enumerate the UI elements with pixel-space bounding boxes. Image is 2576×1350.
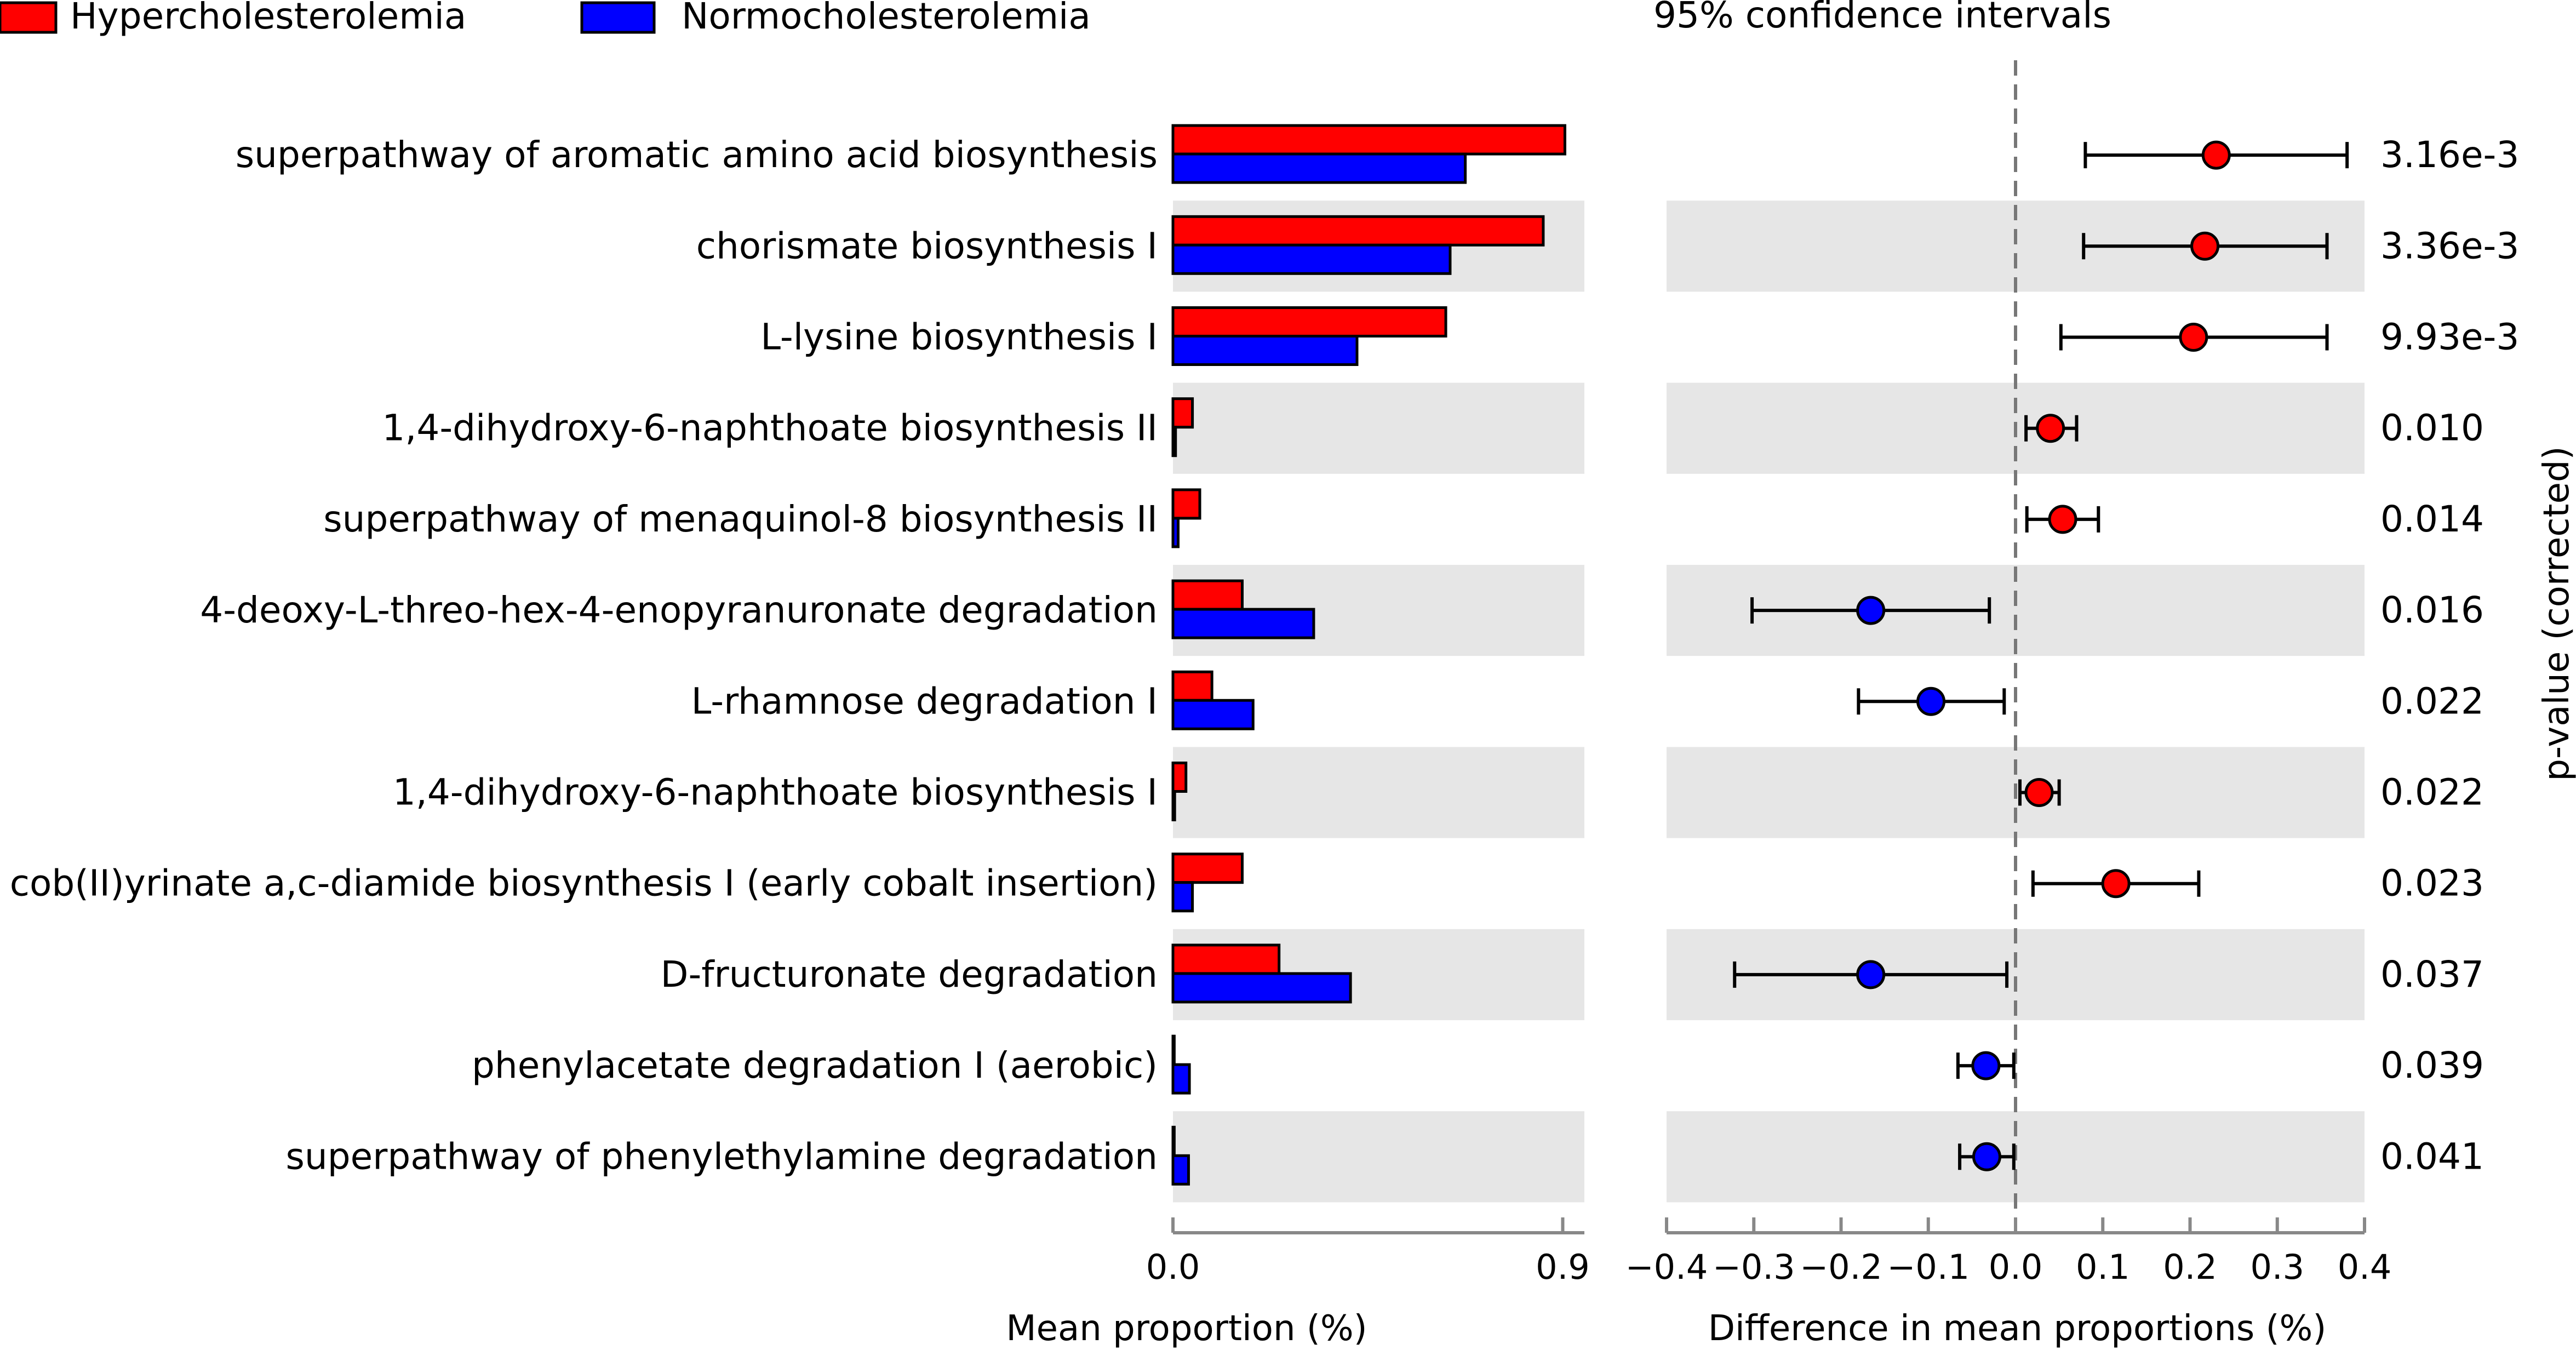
ci-mean-point [2179,323,2208,352]
confidence-intervals [1733,140,2349,1171]
p-value-label: 0.037 [2380,953,2484,996]
bar-hypercholesterolemia [1171,579,1244,611]
bar-hypercholesterolemia [1171,1034,1176,1066]
ci-mean-point [1856,960,1886,989]
tick-label: 0.2 [2163,1247,2217,1287]
bar-normocholesterolemia [1171,881,1194,913]
category-label: D-fructuronate degradation [661,953,1158,996]
category-label: chorismate biosynthesis I [696,225,1158,267]
category-label: cob(II)yrinate a,c-diamide biosynthesis … [10,862,1158,905]
tick-label: 0.4 [2338,1247,2392,1287]
legend-swatch-hypercholesterolemia [0,1,58,34]
category-labels: superpathway of aromatic amino acid bios… [10,134,1158,1177]
category-label: 1,4-dihydroxy-6-naphthoate biosynthesis … [393,771,1158,814]
category-label: superpathway of aromatic amino acid bios… [236,134,1158,176]
bar-normocholesterolemia [1171,1063,1191,1095]
ci-mean-point [2201,140,2231,170]
bar-normocholesterolemia [1171,152,1467,184]
ci-mean-point [2048,505,2077,534]
category-label: 1,4-dihydroxy-6-naphthoate biosynthesis … [382,407,1158,449]
ci-mean-point [1971,1051,2001,1080]
right-x-axis: −0.4 −0.3 −0.2 −0.1 0.0 0.1 0.2 0.3 0.4 [1625,1217,2392,1287]
p-value-label: 9.93e-3 [2380,316,2519,358]
bar-hypercholesterolemia [1171,215,1545,247]
bar-normocholesterolemia [1171,426,1177,457]
category-label: 4-deoxy-L-threo-hex-4-enopyranuronate de… [200,589,1158,631]
bar-normocholesterolemia [1171,699,1255,730]
ci-title: 95% confidence intervals [1653,0,2111,36]
ci-mean-point [2036,414,2065,443]
p-value-label: 0.039 [2380,1044,2484,1086]
bar-normocholesterolemia [1171,517,1180,548]
category-label: L-rhamnose degradation I [691,680,1158,722]
p-value-label: 0.014 [2380,498,2484,540]
legend-swatch-normocholesterolemia [580,1,656,34]
tick-label: 0.1 [2076,1247,2130,1287]
tick-label: 0.3 [2250,1247,2304,1287]
tick-label: 0.0 [1989,1247,2043,1287]
legend-label-hypercholesterolemia: Hypercholesterolemia [70,0,466,37]
tick-label: −0.2 [1800,1247,1882,1287]
bar-hypercholesterolemia [1171,1125,1176,1157]
p-value-label: 3.36e-3 [2380,225,2519,267]
bar-hypercholesterolemia [1171,397,1194,429]
tick-label: −0.3 [1713,1247,1795,1287]
ci-mean-point [1972,1142,2001,1171]
ci-mean-point [2190,231,2220,261]
bar-hypercholesterolemia [1171,124,1566,156]
p-value-label: 3.16e-3 [2380,134,2519,176]
bar-normocholesterolemia [1171,243,1452,275]
p-values: 3.16e-3 3.36e-3 9.93e-3 0.010 0.014 0.016 0.02… [2380,134,2519,1177]
bar-hypercholesterolemia [1171,306,1447,338]
bar-hypercholesterolemia [1171,670,1213,702]
legend-label-normocholesterolemia: Normocholesterolemia [682,0,1091,37]
tick-label: −0.1 [1887,1247,1970,1287]
p-value-label: 0.023 [2380,862,2484,905]
legend: Hypercholesterolemia Normocholesterolemi… [0,0,1091,37]
category-label: L-lysine biosynthesis I [760,316,1158,358]
ci-mean-point [2101,869,2131,899]
ci-mean-point [1856,596,1886,625]
right-axis-title: Difference in mean proportions (%) [1708,1308,2327,1349]
ci-mean-point [2024,778,2054,807]
bar-hypercholesterolemia [1171,943,1281,975]
bar-normocholesterolemia [1171,1154,1190,1186]
tick-label: 0.0 [1146,1247,1200,1287]
pvalue-axis-title: p-value (corrected) [2537,446,2576,781]
bar-normocholesterolemia [1171,608,1315,639]
stripe [1173,747,1584,838]
left-axis-title: Mean proportion (%) [1006,1308,1367,1349]
tick-label: −0.4 [1625,1247,1708,1287]
left-x-axis: 0.0 0.9 [1146,1217,1590,1287]
tick-label: 0.9 [1536,1247,1590,1287]
bar-normocholesterolemia [1171,790,1176,821]
category-label: superpathway of menaquinol-8 biosynthesi… [323,498,1158,540]
ci-mean-point [1916,687,1946,716]
category-label: phenylacetate degradation I (aerobic) [472,1044,1158,1086]
bar-normocholesterolemia [1171,335,1359,366]
mean-proportion-bars [1171,124,1566,1186]
bar-hypercholesterolemia [1171,762,1188,793]
bar-hypercholesterolemia [1171,853,1244,884]
category-label: superpathway of phenylethylamine degrada… [286,1135,1158,1177]
p-value-label: 0.016 [2380,589,2484,631]
p-value-label: 0.022 [2380,680,2484,722]
bar-normocholesterolemia [1171,972,1352,1004]
stripe [1173,382,1584,474]
p-value-label: 0.041 [2380,1135,2484,1177]
p-value-label: 0.022 [2380,771,2484,814]
bar-hypercholesterolemia [1171,488,1201,520]
stripe [1173,1111,1584,1203]
p-value-label: 0.010 [2380,407,2484,449]
